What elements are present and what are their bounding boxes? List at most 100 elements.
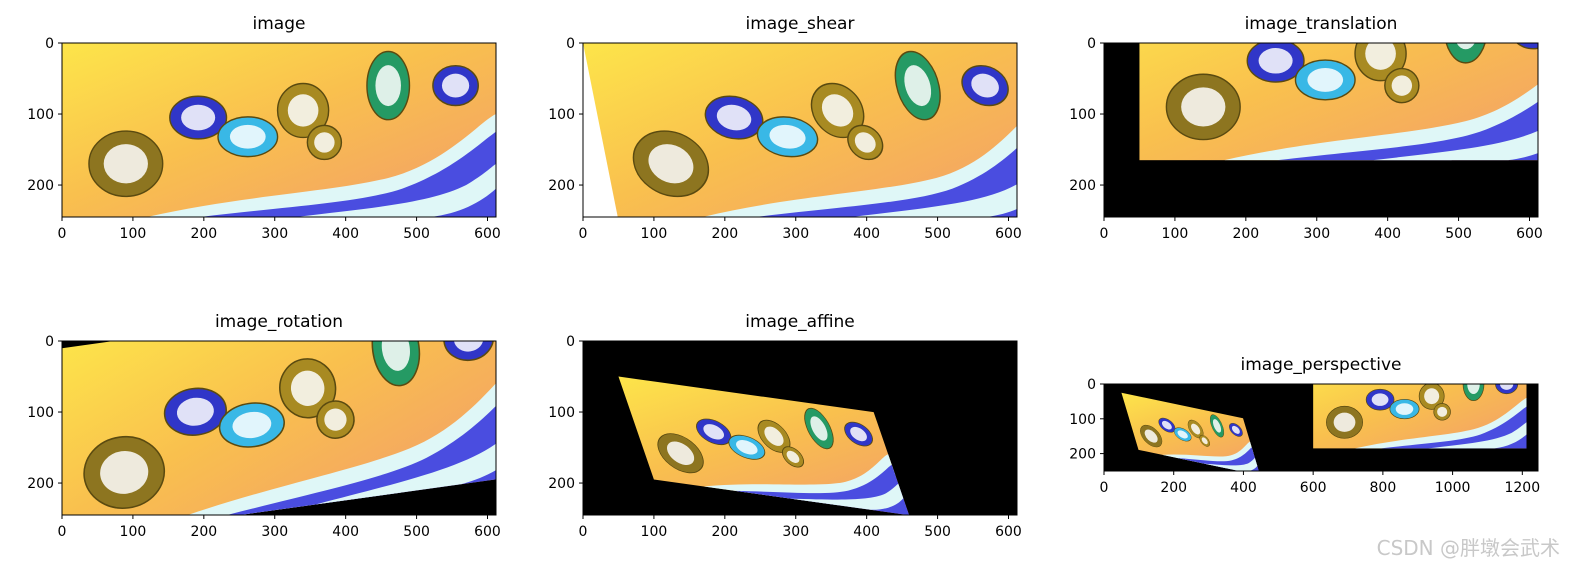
y-tick-label: 100 <box>1069 412 1096 428</box>
x-tick-label: 100 <box>641 524 668 540</box>
pebble-glow <box>1365 43 1396 70</box>
axes-title: image_translation <box>1245 14 1398 34</box>
image-area <box>1104 384 1538 471</box>
x-tick-label: 0 <box>579 524 588 540</box>
x-tick-label: 300 <box>1303 226 1330 242</box>
pebble-glow <box>453 341 484 352</box>
x-tick-label: 500 <box>403 524 430 540</box>
x-tick-label: 100 <box>120 226 147 242</box>
y-tick-label: 200 <box>27 476 54 492</box>
x-tick-label: 300 <box>261 226 288 242</box>
image <box>1121 392 1261 471</box>
pebble-glow <box>666 441 695 465</box>
pebble-glow <box>1424 388 1440 405</box>
pebble-glow <box>703 424 725 440</box>
y-tick-label: 0 <box>1087 36 1096 52</box>
pebble-glow <box>1181 87 1226 127</box>
x-tick-label: 100 <box>120 524 147 540</box>
y-tick-label: 200 <box>27 178 54 194</box>
image-stripe <box>315 416 496 505</box>
x-tick-label: 400 <box>853 524 880 540</box>
pebble <box>1516 43 1538 50</box>
pebble-glow <box>904 65 932 107</box>
image-stripe <box>1428 422 1527 449</box>
pebble-glow <box>441 73 470 98</box>
x-tick-label: 1000 <box>1435 480 1471 496</box>
image-stripe <box>851 163 1017 217</box>
pebble-glow <box>100 451 149 494</box>
pebble-glow <box>1371 393 1389 406</box>
x-tick-label: 200 <box>1160 480 1187 496</box>
pebble-glow <box>176 397 214 426</box>
x-tick-label: 400 <box>853 226 880 242</box>
image-frame <box>618 376 910 515</box>
pebble-glow <box>1191 423 1201 435</box>
image <box>583 43 1017 217</box>
pebble-glow <box>314 132 335 153</box>
x-tick-label: 200 <box>190 524 217 540</box>
axes-frame <box>582 42 1018 218</box>
y-tick-label: 0 <box>1087 377 1096 393</box>
pebble-glow <box>375 65 401 107</box>
pebble-glow <box>1333 412 1356 432</box>
axes-frame <box>61 340 497 516</box>
pebble-glow <box>971 73 999 98</box>
x-tick-label: 0 <box>58 524 67 540</box>
x-tick-label: 600 <box>474 226 501 242</box>
x-tick-label: 500 <box>924 226 951 242</box>
y-tick-label: 200 <box>548 476 575 492</box>
image-background <box>618 376 910 515</box>
pebble-glow <box>1177 430 1188 439</box>
x-tick-label: 400 <box>1230 480 1257 496</box>
image <box>618 376 910 515</box>
y-tick-label: 200 <box>548 178 575 194</box>
y-tick-label: 100 <box>548 107 575 123</box>
y-tick-label: 0 <box>566 334 575 350</box>
image-frame <box>1313 384 1527 449</box>
x-tick-label: 200 <box>711 226 738 242</box>
x-tick-label: 200 <box>1232 226 1259 242</box>
pebble-glow <box>103 144 148 184</box>
pebble-glow <box>1307 67 1344 92</box>
image-area <box>62 341 496 515</box>
pebble-glow <box>181 104 216 131</box>
x-tick-label: 600 <box>1516 226 1543 242</box>
image-stripe <box>791 483 904 510</box>
pebble-glow <box>716 104 752 131</box>
axes-frame <box>61 42 497 218</box>
axes-title: image <box>253 14 306 34</box>
pebble-glow <box>1391 75 1413 96</box>
image-stripe <box>296 163 496 217</box>
x-tick-label: 0 <box>579 226 588 242</box>
axes-frame <box>1103 42 1539 218</box>
pebble-glow <box>1212 419 1222 433</box>
image-frame <box>62 43 496 217</box>
axes-frame <box>1103 383 1539 472</box>
x-tick-label: 500 <box>924 524 951 540</box>
image <box>1313 384 1527 449</box>
axes-title: image_rotation <box>215 312 343 332</box>
pebble-glow <box>1499 384 1514 390</box>
x-tick-label: 600 <box>995 226 1022 242</box>
x-tick-label: 200 <box>190 226 217 242</box>
y-tick-label: 200 <box>1069 447 1096 463</box>
x-tick-label: 0 <box>1100 226 1109 242</box>
pebble-glow <box>850 426 867 442</box>
y-tick-label: 0 <box>45 36 54 52</box>
pebble-glow <box>290 370 325 406</box>
pebble-glow <box>232 411 272 439</box>
x-tick-label: 400 <box>332 226 359 242</box>
image <box>62 43 496 217</box>
pebble-glow <box>1258 47 1293 74</box>
x-tick-label: 500 <box>1445 226 1472 242</box>
image-frame <box>62 341 496 515</box>
image <box>1139 43 1538 161</box>
x-tick-label: 0 <box>1100 480 1109 496</box>
image-area <box>1104 43 1538 217</box>
watermark: CSDN @胖墩会武术 <box>1377 536 1560 560</box>
pebble-glow <box>1456 43 1475 50</box>
image-area <box>583 43 1017 217</box>
pebble-glow <box>381 341 410 371</box>
x-tick-label: 300 <box>261 524 288 540</box>
axes-title: image_perspective <box>1240 355 1401 375</box>
